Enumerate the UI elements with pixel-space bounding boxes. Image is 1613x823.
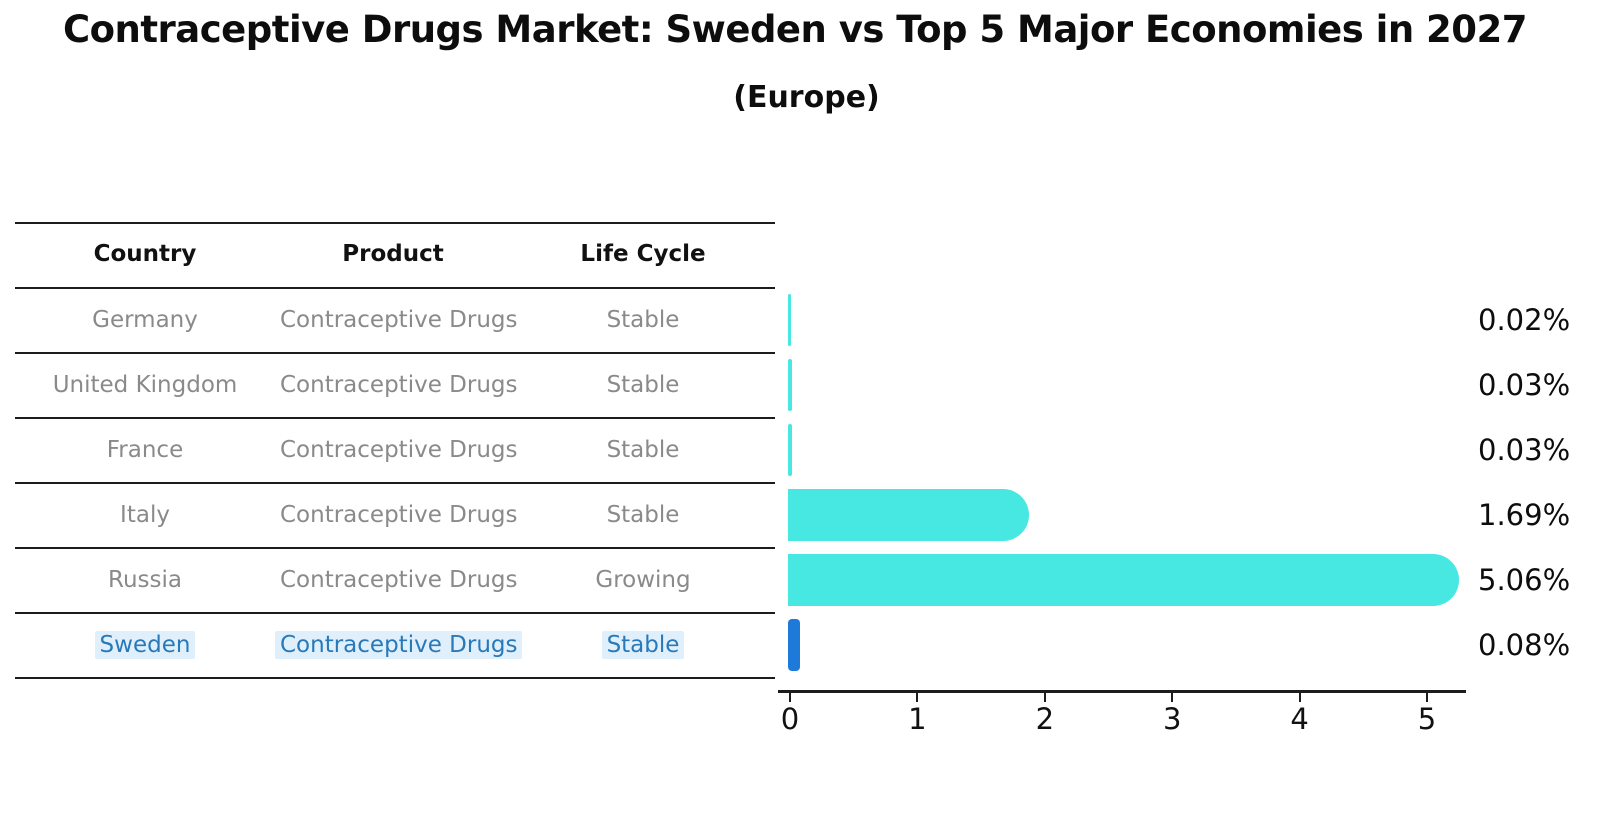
table-cell-product: Contraceptive Drugs	[275, 434, 517, 466]
x-axis-line	[778, 690, 1466, 693]
bar-united-kingdom	[788, 358, 792, 411]
x-axis-tick	[789, 693, 791, 702]
bar-sweden	[788, 618, 800, 671]
chart-subtitle: (Europe)	[733, 80, 880, 115]
cell-text: Sweden	[94, 630, 196, 659]
table-cell-country: France	[15, 434, 275, 466]
table-row-divider	[15, 612, 775, 614]
table-row-divider	[15, 547, 775, 549]
x-axis-tick-label: 3	[1162, 702, 1182, 736]
table-cell-lifecycle: Stable	[511, 434, 775, 466]
cell-text: Germany	[92, 306, 198, 333]
cell-text: Contraceptive Drugs	[280, 501, 518, 528]
column-header-country: Country	[93, 241, 197, 267]
bar-value-label: 1.69%	[1478, 497, 1571, 532]
x-axis-tick	[916, 693, 919, 702]
x-axis-tick-label: 4	[1290, 702, 1309, 736]
table-cell-product: Contraceptive Drugs	[275, 499, 517, 531]
column-header-product: Product	[342, 241, 444, 267]
x-axis-tick-label: 5	[1417, 702, 1437, 736]
table-cell-product: Contraceptive Drugs	[275, 369, 517, 401]
table-cell-product: Contraceptive Drugs	[275, 629, 523, 661]
table-row-divider	[15, 352, 775, 354]
x-axis-tick-label: 0	[780, 702, 800, 736]
table-cell-country: United Kingdom	[15, 369, 275, 401]
bar-germany	[788, 293, 791, 346]
x-axis-tick	[1426, 693, 1428, 702]
table-row-divider	[15, 287, 775, 289]
bar-value-label: 0.03%	[1478, 367, 1571, 402]
cell-text: Stable	[606, 306, 680, 333]
bar-value-label: 5.06%	[1478, 562, 1571, 597]
x-axis-tick	[1298, 693, 1301, 702]
cell-text: Contraceptive Drugs	[280, 371, 518, 398]
table-cell-country: Sweden	[15, 629, 275, 661]
table-row-divider	[15, 482, 775, 484]
cell-text: Contraceptive Drugs	[280, 566, 518, 593]
table-cell-product: Contraceptive Drugs	[275, 564, 517, 596]
table-row-divider	[15, 222, 775, 224]
bar-france	[788, 423, 792, 476]
bar-value-label: 0.02%	[1478, 302, 1571, 337]
table-cell-lifecycle: Stable	[511, 499, 775, 531]
table-cell-country: Germany	[15, 304, 275, 336]
cell-text: Contraceptive Drugs	[275, 630, 523, 659]
table-cell-lifecycle: Stable	[511, 629, 775, 661]
cell-text: Italy	[120, 501, 170, 528]
table-cell-country: Russia	[15, 564, 275, 596]
cell-text: United Kingdom	[52, 371, 238, 398]
bar-value-label: 0.03%	[1478, 432, 1571, 467]
x-axis-tick	[1171, 693, 1174, 702]
table-cell-lifecycle: Stable	[511, 369, 775, 401]
cell-text: Stable	[606, 371, 680, 398]
table-row-divider	[15, 677, 775, 679]
cell-text: Stable	[606, 436, 680, 463]
column-header-lifecycle: Life Cycle	[580, 241, 706, 267]
cell-text: Contraceptive Drugs	[280, 436, 518, 463]
bar-value-label: 0.08%	[1478, 627, 1571, 662]
table-cell-lifecycle: Growing	[511, 564, 775, 596]
cell-text: Stable	[606, 501, 680, 528]
table-cell-product: Contraceptive Drugs	[275, 304, 517, 336]
cell-text: Growing	[595, 566, 691, 593]
chart-title: Contraceptive Drugs Market: Sweden vs To…	[62, 8, 1528, 51]
bar-russia	[788, 553, 1459, 606]
cell-text: Russia	[108, 566, 182, 593]
x-axis-tick-label: 1	[908, 702, 927, 736]
table-cell-lifecycle: Stable	[511, 304, 775, 336]
table-row-divider	[15, 417, 775, 419]
table-cell-country: Italy	[15, 499, 275, 531]
cell-text: Contraceptive Drugs	[280, 306, 518, 333]
cell-text: France	[106, 436, 184, 463]
cell-text: Stable	[601, 630, 685, 659]
x-axis-tick	[1043, 693, 1046, 702]
bar-italy	[788, 488, 1029, 541]
x-axis-tick-label: 2	[1035, 702, 1055, 736]
